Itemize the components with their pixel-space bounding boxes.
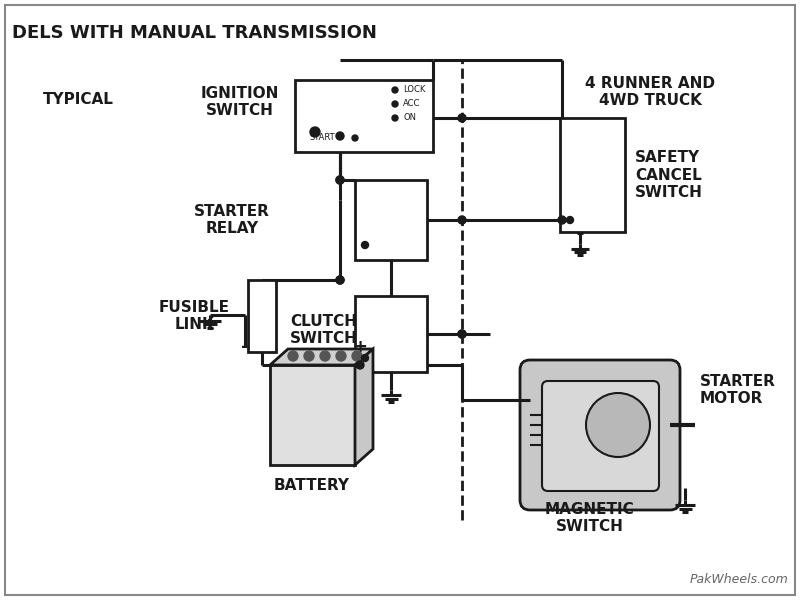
Text: PakWheels.com: PakWheels.com [690, 573, 788, 586]
Bar [270, 365, 355, 465]
Circle shape [392, 101, 398, 107]
Text: 4 RUNNER AND
4WD TRUCK: 4 RUNNER AND 4WD TRUCK [585, 76, 715, 108]
Text: -: - [242, 338, 249, 356]
Circle shape [458, 330, 466, 338]
Circle shape [458, 216, 466, 224]
Text: ACC: ACC [403, 100, 420, 109]
Circle shape [336, 276, 344, 284]
Circle shape [336, 132, 344, 140]
Circle shape [288, 351, 298, 361]
Bar [355, 296, 427, 372]
Circle shape [336, 176, 344, 184]
FancyBboxPatch shape [542, 381, 659, 491]
Circle shape [392, 115, 398, 121]
Text: +: + [353, 338, 367, 356]
Polygon shape [355, 349, 373, 465]
Circle shape [566, 217, 574, 223]
Text: LOCK: LOCK [403, 85, 426, 94]
Text: TYPICAL: TYPICAL [42, 92, 114, 107]
Bar [248, 280, 276, 352]
Text: FUSIBLE
LINK: FUSIBLE LINK [159, 300, 230, 332]
Circle shape [362, 355, 369, 361]
FancyBboxPatch shape [520, 360, 680, 510]
Text: DELS WITH MANUAL TRANSMISSION: DELS WITH MANUAL TRANSMISSION [12, 24, 377, 42]
Text: ON: ON [403, 113, 416, 122]
Text: IGNITION
SWITCH: IGNITION SWITCH [201, 86, 279, 118]
Bar [355, 180, 427, 260]
Text: START: START [310, 133, 336, 142]
Bar [295, 80, 433, 152]
Polygon shape [270, 349, 373, 365]
Circle shape [336, 351, 346, 361]
Circle shape [320, 351, 330, 361]
Text: STARTER
RELAY: STARTER RELAY [194, 204, 270, 236]
Circle shape [352, 351, 362, 361]
Circle shape [458, 330, 466, 338]
Text: MAGNETIC
SWITCH: MAGNETIC SWITCH [545, 502, 635, 534]
Circle shape [458, 114, 466, 122]
Circle shape [586, 393, 650, 457]
Circle shape [336, 176, 344, 184]
Circle shape [310, 127, 320, 137]
Circle shape [392, 87, 398, 93]
Circle shape [336, 276, 344, 284]
Text: STARTER
MOTOR: STARTER MOTOR [700, 374, 776, 406]
Circle shape [352, 135, 358, 141]
Bar [560, 118, 625, 232]
Text: SAFETY
CANCEL
SWITCH: SAFETY CANCEL SWITCH [635, 150, 703, 200]
Text: CLUTCH
SWITCH: CLUTCH SWITCH [290, 314, 358, 346]
Circle shape [356, 361, 364, 369]
Circle shape [558, 216, 566, 224]
Circle shape [362, 241, 369, 248]
Text: BATTERY: BATTERY [274, 478, 350, 493]
Circle shape [304, 351, 314, 361]
